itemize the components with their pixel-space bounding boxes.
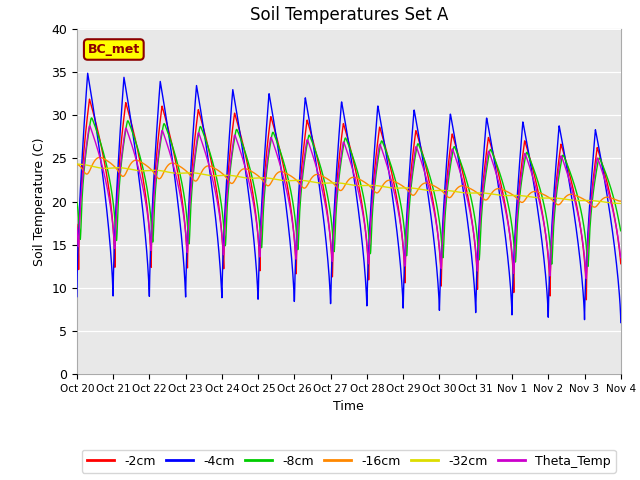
-2cm bbox=[548, 237, 556, 243]
-2cm bbox=[582, 297, 590, 302]
-4cm bbox=[617, 320, 625, 325]
Text: BC_met: BC_met bbox=[88, 43, 140, 56]
-16cm bbox=[96, 155, 104, 160]
-4cm bbox=[305, 117, 313, 123]
-8cm bbox=[88, 115, 95, 121]
-16cm bbox=[135, 158, 143, 164]
-8cm bbox=[135, 150, 143, 156]
Theta_Temp bbox=[607, 197, 614, 203]
-32cm bbox=[617, 201, 625, 206]
-4cm bbox=[168, 149, 175, 155]
Theta_Temp bbox=[617, 255, 625, 261]
-32cm bbox=[73, 161, 81, 167]
Line: -8cm: -8cm bbox=[77, 118, 621, 266]
Line: -16cm: -16cm bbox=[77, 157, 621, 207]
-8cm bbox=[607, 184, 614, 190]
Theta_Temp bbox=[548, 237, 556, 242]
-32cm bbox=[548, 195, 556, 201]
-8cm bbox=[168, 140, 175, 145]
-16cm bbox=[591, 204, 598, 210]
Theta_Temp bbox=[582, 276, 590, 281]
-4cm bbox=[84, 71, 92, 76]
Theta_Temp bbox=[168, 155, 175, 161]
-16cm bbox=[607, 195, 614, 201]
Theta_Temp bbox=[305, 142, 313, 147]
-8cm bbox=[305, 132, 313, 138]
X-axis label: Time: Time bbox=[333, 400, 364, 413]
-32cm bbox=[282, 178, 289, 183]
Y-axis label: Soil Temperature (C): Soil Temperature (C) bbox=[33, 137, 45, 266]
-2cm bbox=[135, 154, 143, 159]
-8cm bbox=[73, 199, 81, 205]
-32cm bbox=[167, 170, 175, 176]
-32cm bbox=[305, 179, 313, 184]
-8cm bbox=[584, 264, 592, 269]
-2cm bbox=[73, 222, 81, 228]
-16cm bbox=[282, 170, 289, 176]
-8cm bbox=[282, 166, 289, 172]
-2cm bbox=[86, 96, 93, 102]
-16cm bbox=[168, 160, 175, 166]
-4cm bbox=[135, 176, 143, 181]
-32cm bbox=[135, 168, 143, 174]
-8cm bbox=[617, 228, 625, 234]
-2cm bbox=[305, 124, 313, 130]
-16cm bbox=[548, 197, 556, 203]
-2cm bbox=[617, 261, 625, 266]
-16cm bbox=[617, 198, 625, 204]
-32cm bbox=[606, 200, 614, 206]
Theta_Temp bbox=[282, 183, 289, 189]
-4cm bbox=[607, 213, 614, 219]
-16cm bbox=[305, 179, 313, 185]
Theta_Temp bbox=[135, 168, 143, 173]
-2cm bbox=[282, 174, 289, 180]
-2cm bbox=[168, 139, 175, 144]
Line: -2cm: -2cm bbox=[77, 99, 621, 300]
Title: Soil Temperatures Set A: Soil Temperatures Set A bbox=[250, 6, 448, 24]
Line: -32cm: -32cm bbox=[77, 164, 621, 204]
-8cm bbox=[548, 261, 556, 267]
-4cm bbox=[548, 227, 556, 232]
Theta_Temp bbox=[86, 123, 93, 129]
Legend: -2cm, -4cm, -8cm, -16cm, -32cm, Theta_Temp: -2cm, -4cm, -8cm, -16cm, -32cm, Theta_Te… bbox=[82, 450, 616, 473]
-16cm bbox=[73, 162, 81, 168]
-4cm bbox=[282, 199, 289, 205]
Line: -4cm: -4cm bbox=[77, 73, 621, 323]
Line: Theta_Temp: Theta_Temp bbox=[77, 126, 621, 278]
Theta_Temp bbox=[73, 225, 81, 230]
-4cm bbox=[73, 294, 81, 300]
-2cm bbox=[607, 194, 614, 200]
